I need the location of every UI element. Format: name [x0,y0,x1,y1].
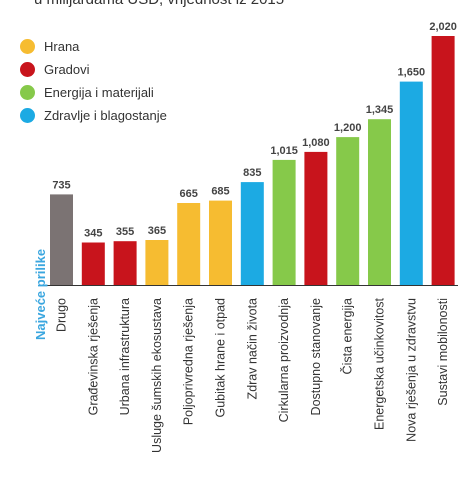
category-label-13: Sustavi mobilonosti [436,298,450,406]
legend-item-gradovi: Gradovi [20,58,167,81]
category-label-10: Čista energija [340,298,355,374]
bar-4 [145,240,169,285]
legend: Hrana Gradovi Energija i materijali Zdra… [20,35,167,127]
category-label-9: Dostupno stanovanje [309,298,323,415]
category-label-1: Drugo [55,298,69,332]
bar-13 [431,36,455,285]
legend-swatch-hrana [20,39,35,54]
bar-value-label-10: 1,200 [334,122,362,134]
bar-8 [272,159,296,285]
bar-1 [50,194,73,285]
bar-value-label-5: 665 [180,188,198,200]
bar-7 [240,182,264,285]
category-label-8: Cirkularna proizvodnja [277,298,291,422]
legend-item-hrana: Hrana [20,35,167,58]
bar-value-label-3: 355 [116,226,134,238]
legend-swatch-energija [20,85,35,100]
bar-9 [304,151,328,285]
legend-label-zdravlje: Zdravlje i blagostanje [44,108,167,123]
bar-3 [113,241,137,285]
legend-label-energija: Energija i materijali [44,85,154,100]
category-label-5: Poljoprivredna rješenja [182,298,196,425]
category-label-12: Nova rješenja u zdravstvu [404,298,418,442]
bar-value-label-4: 365 [148,225,166,237]
category-label-2: Građevinska rješenja [86,298,100,415]
category-label-11: Energetska učinkovitost [373,297,387,430]
legend-item-zdravlje: Zdravlje i blagostanje [20,104,167,127]
category-label-4: Usluge šumskih ekosustava [150,298,164,453]
bar-value-label-11: 1,345 [366,104,394,116]
bar-value-label-7: 835 [243,167,261,179]
bar-value-label-12: 1,650 [398,67,426,79]
bar-value-label-13: 2,020 [429,21,457,33]
axis-title: Najveće prilike [33,248,48,340]
bar-2 [81,242,105,285]
bar-value-label-8: 1,015 [270,145,298,157]
category-label-6: Gubitak hrane i otpad [214,298,228,418]
legend-label-gradovi: Gradovi [44,62,90,77]
bar-value-label-2: 345 [84,228,102,240]
bar-11 [368,119,391,285]
bar-5 [177,203,201,285]
bar-value-label-6: 685 [211,186,229,198]
bar-value-label-1: 735 [52,179,70,191]
legend-label-hrana: Hrana [44,39,80,54]
category-label-7: Zdrav način života [245,298,259,399]
bar-6 [209,200,232,285]
bar-10 [336,137,360,285]
category-label-3: Urbana infrastruktura [118,298,132,415]
bar-value-label-9: 1,080 [302,137,330,149]
chart-title-fragment: u milijardama USD, vrijednost iz 2015 [34,0,284,8]
legend-swatch-gradovi [20,62,35,77]
legend-item-energija: Energija i materijali [20,81,167,104]
legend-swatch-zdravlje [20,108,35,123]
bar-12 [399,81,423,285]
